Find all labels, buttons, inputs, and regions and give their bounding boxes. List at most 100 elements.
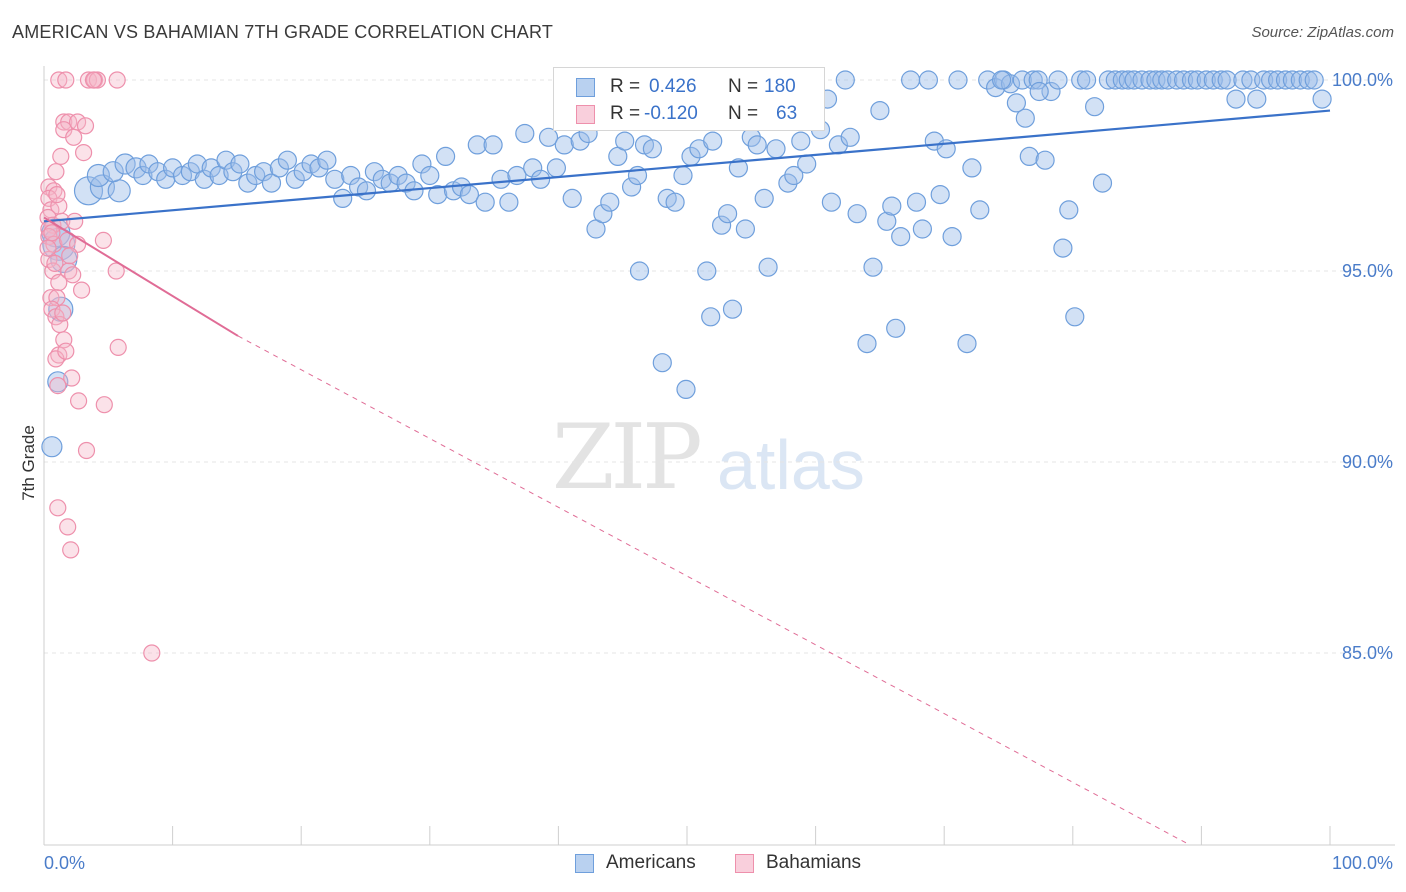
americans-point [1065, 307, 1085, 327]
bahamians-point [72, 281, 91, 299]
bahamians-point [69, 392, 88, 410]
americans-point [747, 135, 767, 155]
bahamians-point [107, 262, 125, 280]
americans-point [701, 307, 721, 327]
legend-r-value: -0.120 [644, 103, 698, 124]
americans-point [238, 173, 258, 193]
series-legend: Americans Bahamians [0, 852, 1406, 878]
y-tick-label: 100.0% [1332, 70, 1393, 90]
bahamians-point [57, 342, 75, 360]
americans-point [840, 127, 860, 147]
americans-point [554, 135, 574, 155]
americans-point [766, 139, 786, 159]
americans-point [642, 139, 663, 159]
bahamians-point [62, 541, 80, 559]
americans-point [930, 185, 950, 205]
americans-point [107, 179, 131, 203]
americans-point [676, 379, 696, 399]
americans-point [978, 70, 998, 90]
americans-point [886, 318, 906, 338]
americans-point [475, 192, 495, 212]
americans-point [784, 165, 804, 186]
legend-row-bahamians: R = -0.120 N = 63 [554, 101, 824, 129]
americans-point [499, 192, 519, 212]
americans-point [791, 131, 811, 151]
americans-point [1071, 70, 1091, 90]
legend-r-label: R = [610, 76, 641, 97]
americans-point [754, 188, 774, 208]
americans-point [412, 154, 432, 174]
americans-point [436, 146, 456, 166]
americans-point [857, 334, 877, 354]
bahamians-point [108, 71, 126, 89]
americans-point [1029, 81, 1049, 102]
americans-point [201, 158, 221, 178]
americans-point [629, 261, 650, 281]
americans-point [735, 219, 756, 239]
americans-point [758, 257, 778, 277]
americans-trend-line [43, 109, 1331, 223]
americans-point [1015, 108, 1035, 128]
americans-point [333, 188, 353, 208]
bahamians-point [48, 186, 66, 204]
bahamians-swatch [735, 854, 754, 873]
americans-point [1006, 93, 1027, 113]
bahamians-point [59, 518, 77, 536]
americans-point [870, 100, 890, 121]
americans-point [1260, 70, 1281, 90]
americans-point [1084, 97, 1105, 117]
americans-point [467, 135, 487, 155]
americans-point [942, 227, 962, 247]
americans-point [285, 169, 305, 189]
bahamians-point [47, 163, 65, 181]
americans-point [703, 131, 723, 151]
americans-point [717, 204, 738, 224]
bahamians-point [66, 212, 84, 230]
americans-point [277, 150, 297, 170]
americans-point [1217, 70, 1237, 90]
legend-swatch-americans [576, 78, 595, 97]
bahamians-point [76, 117, 95, 135]
americans-point [652, 353, 672, 373]
stats-legend: R = 0.426 N = 180 R = -0.120 N = 63 [553, 67, 825, 131]
americans-point [356, 181, 377, 201]
americans-point [515, 123, 535, 144]
americans-swatch [575, 854, 594, 873]
americans-point [673, 165, 693, 186]
bahamians-trend-extension [237, 335, 1191, 846]
americans-point [325, 169, 345, 189]
bahamians-point [77, 441, 96, 460]
bahamians-point [64, 266, 82, 284]
bahamians-point [65, 128, 83, 146]
americans-point [230, 154, 250, 174]
americans-point [665, 192, 685, 212]
bahamians-point [43, 224, 61, 242]
americans-point [1076, 70, 1097, 90]
americans-point [1098, 70, 1119, 90]
americans-point [538, 127, 559, 147]
americans-point [957, 334, 977, 354]
americans-point [711, 215, 732, 235]
bahamians-point [49, 377, 67, 395]
americans-point [1196, 70, 1216, 90]
americans-point [1118, 70, 1138, 90]
legend-n-value: 180 [764, 76, 796, 97]
americans-point [388, 165, 408, 186]
americans-point [102, 161, 124, 183]
americans-point [900, 70, 921, 90]
legend-r-value: 0.426 [649, 76, 697, 97]
americans-point [1152, 70, 1172, 90]
americans-label: Americans [606, 852, 696, 873]
americans-point [1053, 238, 1073, 258]
legend-r-label: R = [610, 103, 641, 124]
americans-point [1092, 173, 1113, 193]
americans-point [1019, 146, 1039, 166]
americans-point [1226, 89, 1246, 109]
watermark-atlas: atlas [717, 426, 865, 504]
americans-point [1312, 89, 1332, 109]
bahamians-point [109, 338, 127, 356]
americans-point [396, 173, 416, 193]
bahamians-label: Bahamians [766, 852, 862, 873]
bahamians-points [39, 71, 161, 662]
